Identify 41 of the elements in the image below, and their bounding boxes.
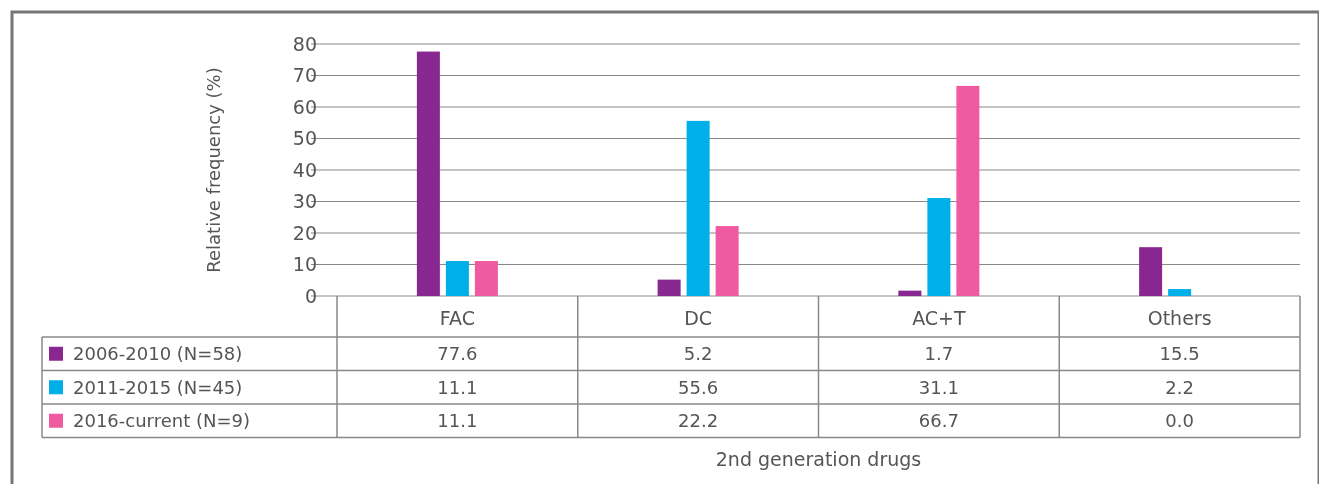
bar (445, 261, 469, 296)
bar (956, 85, 980, 296)
x-tick-label: Others (1147, 307, 1212, 330)
legend-label: 2011-2015 (N=45) (73, 376, 243, 398)
legend-label: 2006-2010 (N=58) (73, 343, 243, 365)
legend-label: 2016-current (N=9) (73, 410, 251, 432)
y-tick-label: 20 (292, 221, 317, 244)
y-tick-label: 30 (292, 190, 317, 213)
y-axis-title: Relative frequency (%) (203, 67, 224, 273)
bar (686, 120, 710, 296)
y-tick-label: 80 (292, 32, 317, 55)
bar (715, 226, 739, 296)
y-tick-label: 40 (292, 158, 317, 181)
data-label: 1.7 (924, 343, 954, 365)
x-tick-label: FAC (439, 307, 475, 330)
y-tick-label: 10 (292, 253, 317, 276)
y-tick-label: 50 (292, 127, 317, 150)
data-label: 5.2 (683, 343, 713, 365)
data-label: 0.0 (1165, 410, 1194, 432)
bar (1168, 289, 1192, 296)
bar (1139, 247, 1163, 296)
x-tick-label: DC (684, 307, 713, 330)
data-label: 11.1 (437, 376, 478, 398)
y-tick-label: 60 (292, 95, 317, 118)
data-label: 77.6 (437, 343, 478, 365)
text: 2nd generation drugs (715, 448, 922, 471)
bar (927, 198, 951, 296)
bar (898, 290, 922, 296)
x-tick-label: AC+T (912, 307, 966, 330)
data-label: 2.2 (1165, 376, 1194, 398)
data-label: 66.7 (918, 410, 959, 432)
y-tick-label: 0 (304, 284, 317, 307)
bar (416, 51, 440, 296)
data-label: 15.5 (1159, 343, 1200, 365)
bar (474, 261, 498, 296)
y-tick-label: 70 (292, 64, 317, 87)
data-label: 11.1 (437, 410, 478, 432)
data-label: 55.6 (678, 376, 719, 398)
data-label: 22.2 (678, 410, 719, 432)
bar (657, 279, 681, 296)
data-label: 31.1 (918, 376, 959, 398)
